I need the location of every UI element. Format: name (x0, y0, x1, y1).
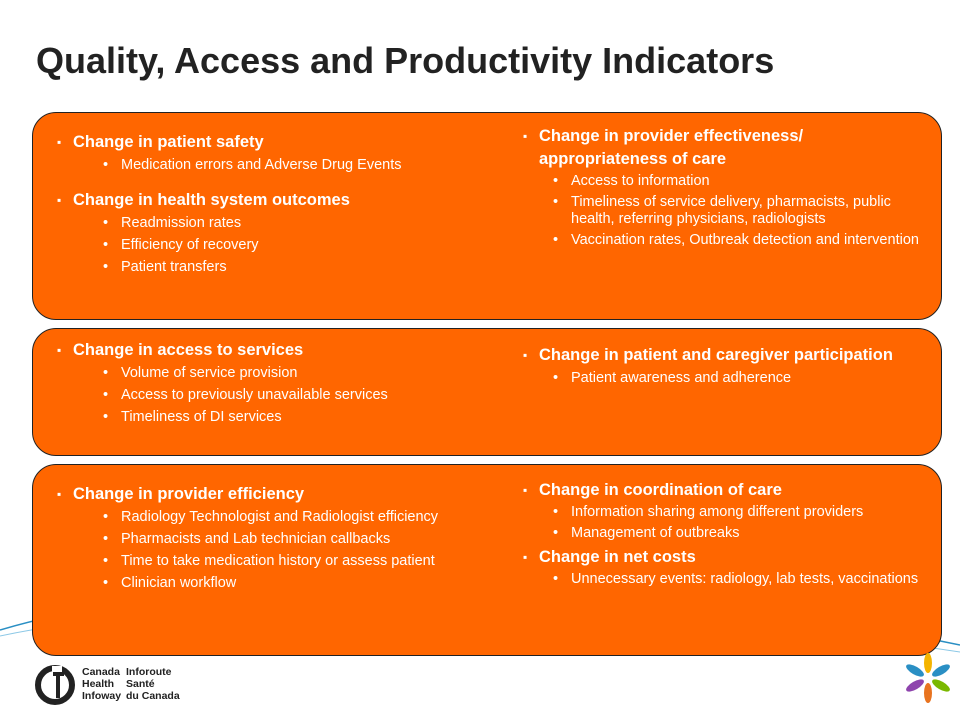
list-item: Patient transfers (103, 259, 497, 276)
list-item: Access to previously unavailable service… (103, 387, 497, 404)
section-heading: ▪ Change in provider efficiency (57, 485, 305, 503)
indicator-list: Patient awareness and adherence (523, 370, 923, 387)
panel-1-left: ▪Change in patient safety Medication err… (57, 131, 497, 281)
list-item: Access to information (553, 173, 923, 190)
section-heading: ▪ Change in health system outcomes (57, 191, 350, 209)
list-item: Vaccination rates, Outbreak detection an… (553, 232, 923, 249)
list-item: Readmission rates (103, 215, 497, 232)
indicator-panel-2: ▪Change in access to services Volume of … (32, 328, 942, 456)
panel-2-left: ▪Change in access to services Volume of … (57, 339, 497, 431)
logo-text-en: Canada Health Infoway (82, 666, 122, 702)
section-heading: ▪ Change in coordination of care (523, 481, 782, 499)
section-heading: ▪ Change in patient and caregiver partici… (523, 346, 893, 364)
section-heading: ▪ Change in provider effectiveness/ appro… (523, 127, 804, 168)
page-title: Quality, Access and Productivity Indicat… (36, 40, 775, 81)
list-item: Efficiency of recovery (103, 237, 497, 254)
list-item: Patient awareness and adherence (553, 370, 923, 387)
list-item: Time to take medication history or asses… (103, 553, 497, 570)
list-item: Medication errors and Adverse Drug Event… (103, 157, 497, 174)
list-item: Pharmacists and Lab technician callbacks (103, 531, 497, 548)
list-item: Timeliness of DI services (103, 409, 497, 426)
panel-1-right: ▪ Change in provider effectiveness/ appro… (523, 125, 923, 253)
indicator-list: Readmission rates Efficiency of recovery… (57, 215, 497, 276)
panel-3-right: ▪Change in coordination of care Informat… (523, 479, 923, 592)
list-item: Volume of service provision (103, 365, 497, 382)
indicator-list: Access to information Timeliness of serv… (523, 173, 923, 249)
section-heading: ▪ Change in net costs (523, 548, 696, 566)
infoway-logo-icon (35, 665, 75, 705)
indicator-list: Information sharing among different prov… (523, 504, 923, 542)
list-item: Management of outbreaks (553, 525, 923, 542)
list-item: Information sharing among different prov… (553, 504, 923, 521)
indicator-list: Radiology Technologist and Radiologist e… (57, 509, 497, 592)
logo-text-fr: Inforoute Santé du Canada (126, 666, 180, 702)
list-item: Clinician workflow (103, 575, 497, 592)
indicator-list: Volume of service provision Access to pr… (57, 365, 497, 426)
list-item: Unnecessary events: radiology, lab tests… (553, 571, 923, 588)
list-item: Radiology Technologist and Radiologist e… (103, 509, 497, 526)
panel-2-right: ▪ Change in patient and caregiver partici… (523, 343, 923, 391)
section-heading: ▪ Change in access to services (57, 341, 304, 359)
indicator-panel-1: ▪Change in patient safety Medication err… (32, 112, 942, 320)
indicator-list: Medication errors and Adverse Drug Event… (57, 157, 497, 174)
panel-3-left: ▪Change in provider efficiency Radiology… (57, 483, 497, 597)
indicator-list: Unnecessary events: radiology, lab tests… (523, 571, 923, 588)
list-item: Timeliness of service delivery, pharmaci… (553, 194, 923, 228)
star-burst-icon (906, 653, 950, 703)
section-heading: ▪ Change in patient safety (57, 133, 264, 151)
indicator-panel-3: ▪Change in provider efficiency Radiology… (32, 464, 942, 656)
